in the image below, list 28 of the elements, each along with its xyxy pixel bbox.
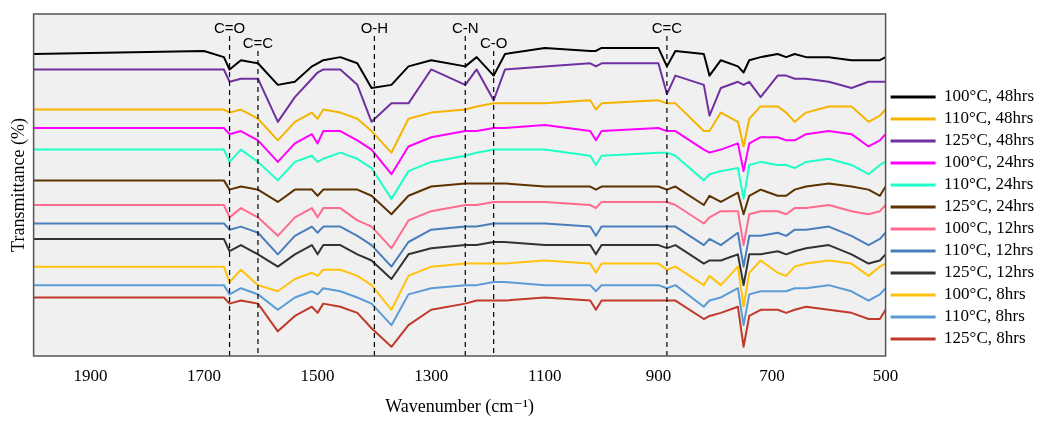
x-tick-label: 900 [645, 365, 672, 385]
x-tick-label: 1100 [528, 365, 562, 385]
legend-label: 110°C, 48hrs [944, 108, 1034, 128]
legend-label: 100°C, 24hrs [944, 152, 1035, 172]
x-axis-title: Wavenumber (cm⁻¹) [385, 395, 535, 417]
ref-line-label: O-H [360, 18, 389, 36]
legend-label: 100°C, 8hrs [944, 284, 1026, 304]
x-tick-label: 500 [872, 365, 899, 385]
ref-line-label: C-O [479, 33, 508, 51]
legend-label: 125°C, 8hrs [944, 328, 1026, 348]
x-tick-label: 1900 [73, 365, 108, 385]
legend-label: 125°C, 48hrs [944, 130, 1035, 150]
x-tick-label: 1300 [414, 365, 449, 385]
x-tick-label: 700 [759, 365, 785, 385]
legend-label: 100°C, 48hrs [944, 86, 1035, 106]
x-tick-label: 1500 [300, 365, 335, 385]
ref-line-label: C=C [651, 18, 683, 36]
ref-line-label: C-N [451, 18, 479, 36]
legend-label: 125°C, 12hrs [944, 262, 1035, 282]
x-tick-label: 1700 [187, 365, 221, 385]
ref-line-label: C=C [242, 33, 274, 51]
legend-label: 110°C, 8hrs [944, 306, 1025, 326]
legend-label: 110°C, 12hrs [944, 240, 1034, 260]
y-axis-title: Transmittance (%) [7, 118, 29, 252]
ref-line-label: C=O [213, 18, 246, 36]
legend-label: 100°C, 12hrs [944, 218, 1035, 238]
legend-label: 125°C, 24hrs [944, 196, 1035, 216]
legend-label: 110°C, 24hrs [944, 174, 1034, 194]
